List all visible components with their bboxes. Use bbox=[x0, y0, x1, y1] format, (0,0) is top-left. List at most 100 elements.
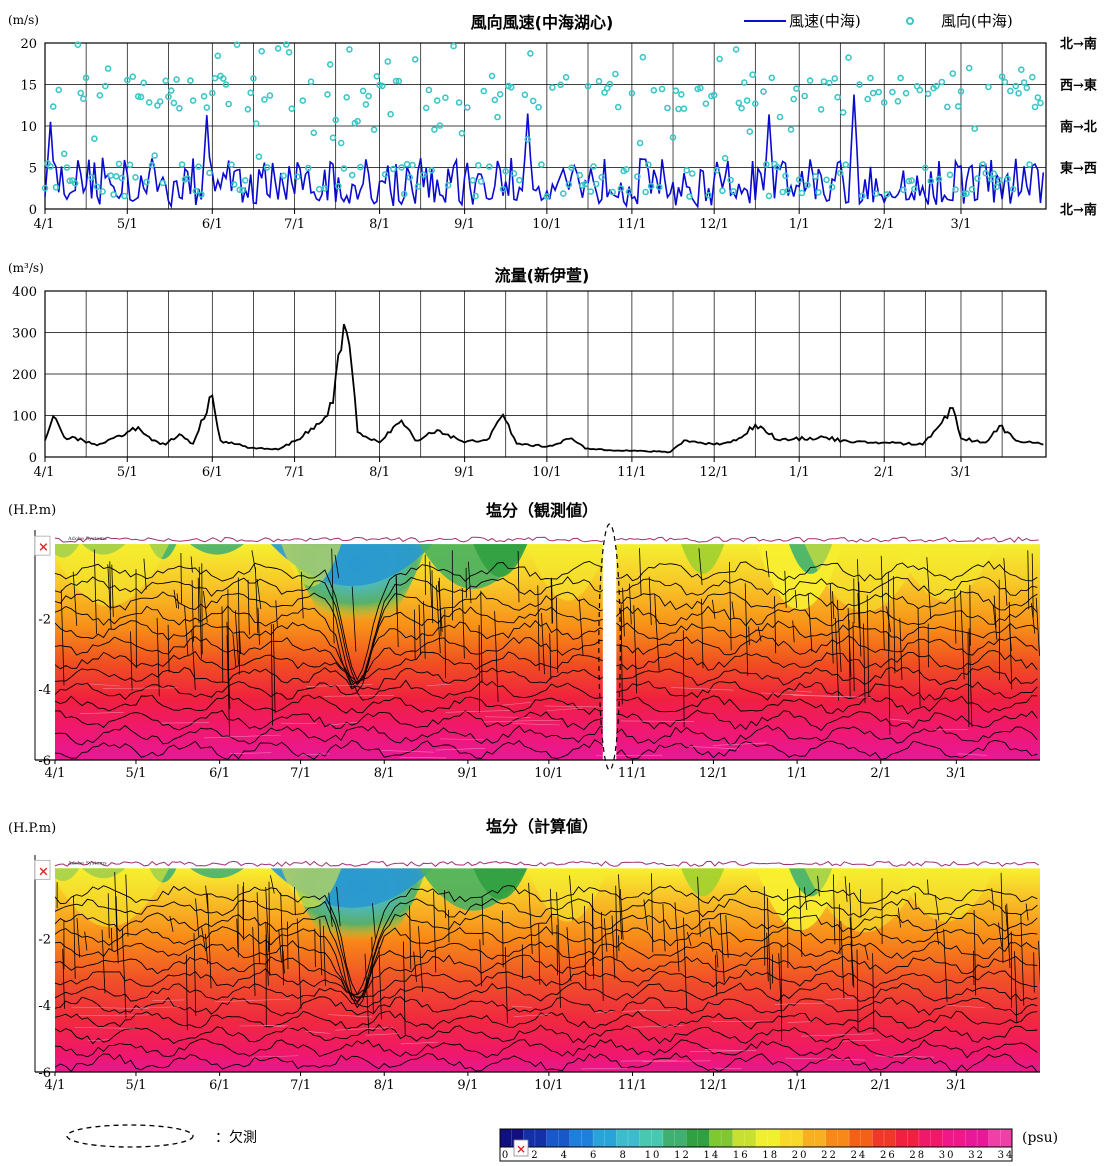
wind-direction-marker bbox=[528, 51, 533, 56]
wind-direction-marker bbox=[874, 191, 879, 196]
wind-direction-marker bbox=[498, 92, 503, 97]
wind-direction-marker bbox=[459, 131, 464, 136]
wind-direction-marker bbox=[284, 42, 289, 47]
date-tick-label: 2/1 bbox=[870, 1078, 891, 1093]
wind-direction-marker bbox=[1030, 75, 1035, 80]
wind-direction-marker bbox=[783, 173, 788, 178]
wind-direction-marker bbox=[388, 112, 393, 117]
wind-direction-marker bbox=[643, 190, 648, 195]
missing-data-gap bbox=[603, 536, 616, 762]
colorbar-swatch bbox=[756, 1129, 780, 1147]
wind-direction-marker bbox=[813, 174, 818, 179]
wind-direction-marker bbox=[311, 130, 316, 135]
wind-direction-marker bbox=[649, 184, 654, 189]
colorbar-swatch bbox=[709, 1129, 733, 1147]
wind-direction-marker bbox=[1016, 91, 1021, 96]
x-tick-label: 6/1 bbox=[202, 465, 223, 480]
computed-salinity-plot: 0-2-4-64/15/16/17/18/19/110/111/112/11/1… bbox=[35, 855, 1041, 1093]
wind-direction-marker bbox=[457, 100, 462, 105]
wind-direction-marker bbox=[610, 190, 615, 195]
wind-direction-marker bbox=[1008, 89, 1013, 94]
direction-axis-label: 西→東 bbox=[1060, 78, 1097, 94]
colorbar-tick-label: 26 bbox=[880, 1150, 897, 1161]
wind-direction-marker bbox=[306, 166, 311, 171]
wind-direction-marker bbox=[103, 84, 108, 89]
wind-direction-marker bbox=[638, 141, 643, 146]
colorbar-tick-label: 2 bbox=[531, 1150, 539, 1161]
wind-direction-marker bbox=[410, 163, 415, 168]
wind-direction-marker bbox=[339, 141, 344, 146]
colorbar-swatch bbox=[989, 1129, 1013, 1147]
date-tick-label: 9/1 bbox=[457, 1078, 478, 1093]
wind-direction-marker bbox=[991, 171, 996, 176]
colorbar-tick-label: 20 bbox=[792, 1150, 809, 1161]
wind-direction-marker bbox=[1019, 67, 1024, 72]
wind-direction-marker bbox=[51, 104, 56, 109]
wind-direction-marker bbox=[599, 175, 604, 180]
wind-direction-marker bbox=[635, 174, 640, 179]
wind-direction-marker bbox=[684, 168, 689, 173]
contour-spike bbox=[479, 625, 480, 713]
wind-direction-marker bbox=[926, 91, 931, 96]
wind-direction-marker bbox=[561, 191, 566, 196]
wind-direction-marker bbox=[539, 162, 544, 167]
wind-direction-marker bbox=[254, 121, 259, 126]
colorbar-tick-label: 4 bbox=[561, 1150, 569, 1161]
wind-direction-marker bbox=[660, 87, 665, 92]
wind-direction-marker bbox=[405, 162, 410, 167]
wind-direction-marker bbox=[152, 153, 157, 158]
wind-direction-marker bbox=[435, 98, 440, 103]
wind-direction-marker bbox=[1035, 95, 1040, 100]
flow-unit-label: (m³/s) bbox=[8, 261, 44, 275]
colorbar-swatch bbox=[849, 1129, 873, 1147]
y-tick-label: 10 bbox=[20, 120, 37, 135]
wind-direction-marker bbox=[490, 73, 495, 78]
wind-direction-marker bbox=[473, 194, 478, 199]
x-tick-label: 6/1 bbox=[202, 217, 223, 232]
wind-direction-marker bbox=[416, 184, 421, 189]
broken-image-icon: × bbox=[38, 540, 49, 555]
wind-direction-marker bbox=[767, 193, 772, 198]
colorbar-tick-label: 6 bbox=[590, 1150, 598, 1161]
wind-direction-marker bbox=[300, 98, 305, 103]
wind-direction-marker bbox=[372, 127, 377, 132]
wind-direction-marker bbox=[229, 162, 234, 167]
wind-direction-marker bbox=[48, 164, 53, 169]
colorbar-tick-label: 14 bbox=[704, 1150, 721, 1161]
x-tick-label: 11/1 bbox=[617, 465, 646, 480]
wind-direction-marker bbox=[597, 79, 602, 84]
wind-direction-marker bbox=[950, 71, 955, 76]
wind-direction-marker bbox=[720, 188, 725, 193]
wind-direction-marker bbox=[150, 163, 155, 168]
x-tick-label: 9/1 bbox=[454, 465, 475, 480]
wind-direction-marker bbox=[536, 105, 541, 110]
wind-direction-marker bbox=[188, 78, 193, 83]
wind-direction-marker bbox=[651, 88, 656, 93]
contour-spike bbox=[974, 951, 975, 985]
wind-direction-marker bbox=[728, 178, 733, 183]
wind-direction-marker bbox=[495, 115, 500, 120]
wind-direction-marker bbox=[723, 156, 728, 161]
wind-direction-marker bbox=[479, 179, 484, 184]
wind-direction-marker bbox=[160, 180, 165, 185]
colorbar-tick-label: 24 bbox=[851, 1150, 868, 1161]
wind-direction-marker bbox=[243, 178, 248, 183]
wind-direction-marker bbox=[832, 76, 837, 81]
salinity-field bbox=[47, 868, 1042, 1072]
wind-direction-marker bbox=[901, 187, 906, 192]
wind-direction-marker bbox=[281, 173, 286, 178]
y-tick-label: 0 bbox=[29, 203, 37, 218]
y-tick-label: 300 bbox=[12, 327, 37, 342]
wind-direction-marker bbox=[374, 74, 379, 79]
colorbar-swatch bbox=[896, 1129, 920, 1147]
colorbar-swatch bbox=[570, 1129, 594, 1147]
wind-direction-marker bbox=[525, 137, 530, 142]
wind-direction-marker bbox=[437, 123, 442, 128]
wind-direction-marker bbox=[789, 127, 794, 132]
date-tick-label: 7/1 bbox=[290, 1078, 311, 1093]
wind-direction-marker bbox=[564, 75, 569, 80]
date-tick-label: 10/1 bbox=[534, 766, 563, 781]
wind-direction-marker bbox=[734, 47, 739, 52]
depth-tick-label: -4 bbox=[38, 999, 51, 1014]
